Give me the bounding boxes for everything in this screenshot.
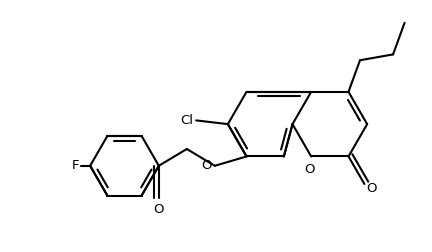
Text: O: O [304,163,314,176]
Text: Cl: Cl [180,114,193,127]
Text: O: O [201,159,212,172]
Text: O: O [366,182,377,195]
Text: O: O [153,203,164,216]
Text: F: F [71,159,79,172]
